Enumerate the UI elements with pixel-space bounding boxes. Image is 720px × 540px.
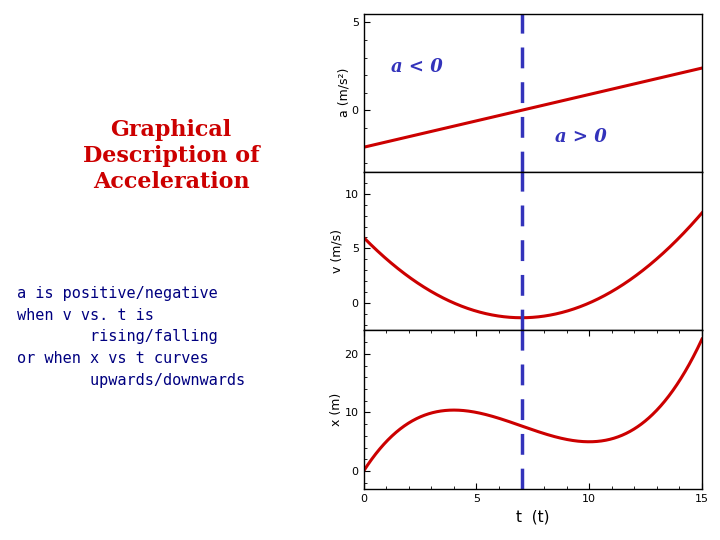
Y-axis label: v (m/s): v (m/s)	[330, 229, 343, 273]
Text: a > 0: a > 0	[555, 128, 607, 146]
X-axis label: t  (t): t (t)	[516, 509, 549, 524]
Y-axis label: x (m): x (m)	[330, 393, 343, 426]
Text: a is positive/negative
when v vs. t is
        rising/falling
or when x vs t cur: a is positive/negative when v vs. t is r…	[17, 286, 246, 388]
Text: Graphical
Description of
Acceleration: Graphical Description of Acceleration	[83, 119, 259, 193]
Y-axis label: a (m/s²): a (m/s²)	[338, 68, 351, 117]
Text: a < 0: a < 0	[391, 58, 442, 76]
